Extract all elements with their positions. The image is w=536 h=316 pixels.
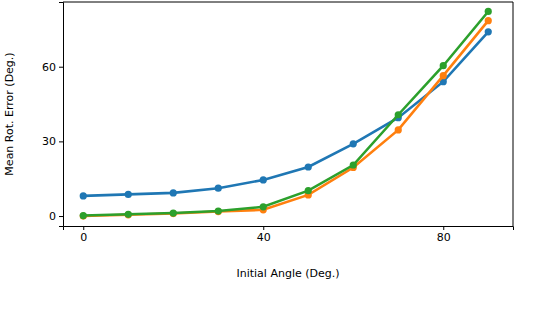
y-axis: 0 30 60 <box>42 3 64 227</box>
series-marker <box>125 191 132 198</box>
x-axis-title: Initial Angle (Deg.) <box>236 267 339 280</box>
axis-line <box>64 227 514 231</box>
tick: 80 <box>437 226 451 244</box>
series-marker <box>125 211 132 218</box>
tick-label: 80 <box>437 231 451 244</box>
series-marker <box>215 185 222 192</box>
series-marker <box>170 189 177 196</box>
series-marker <box>395 111 402 118</box>
series-marker <box>305 187 312 194</box>
series-marker <box>440 62 447 69</box>
tick: 0 <box>80 226 87 244</box>
series-marker <box>485 28 492 35</box>
series-marker <box>125 211 132 218</box>
series-group <box>80 8 492 220</box>
y-axis-title: Mean Rot. Error (Deg.) <box>3 52 16 175</box>
series-marker <box>350 161 357 168</box>
series-marker <box>395 126 402 133</box>
series-marker <box>485 17 492 24</box>
frame <box>63 2 513 3</box>
tick-label: 0 <box>80 231 87 244</box>
tick-mark <box>59 216 63 217</box>
tick-mark <box>263 226 264 230</box>
tick: 40 <box>257 226 271 244</box>
tick-mark <box>59 141 63 142</box>
series-marker <box>170 209 177 216</box>
series-marker <box>215 207 222 214</box>
series-marker <box>485 8 492 15</box>
frame <box>513 2 514 226</box>
tick: 0 <box>49 210 63 223</box>
series-marker <box>80 192 87 199</box>
series-line <box>83 32 488 196</box>
tick-mark <box>59 67 63 68</box>
tick-label: 0 <box>49 210 56 223</box>
series-marker <box>350 140 357 147</box>
tick-mark <box>83 226 84 230</box>
series-marker <box>170 210 177 217</box>
plot: 0 40 80 0 30 60 <box>42 2 514 244</box>
tick-mark <box>443 226 444 230</box>
series-marker <box>80 212 87 219</box>
tick: 30 <box>42 135 63 148</box>
tick-label: 60 <box>42 61 56 74</box>
x-axis: 0 40 80 <box>64 226 514 244</box>
chart: 0 40 80 0 30 60 Initial Angle (Deg.) Mean Rot. … <box>0 0 536 316</box>
axis-line <box>59 3 64 227</box>
tick-label: 40 <box>257 231 271 244</box>
series-marker <box>260 176 267 183</box>
series-marker <box>80 212 87 219</box>
series-line <box>83 21 488 216</box>
series-marker <box>215 208 222 215</box>
series-line <box>83 11 488 215</box>
series-marker <box>440 72 447 79</box>
series-marker <box>305 163 312 170</box>
tick: 60 <box>42 61 63 74</box>
series-marker <box>260 203 267 210</box>
tick-label: 30 <box>42 135 56 148</box>
